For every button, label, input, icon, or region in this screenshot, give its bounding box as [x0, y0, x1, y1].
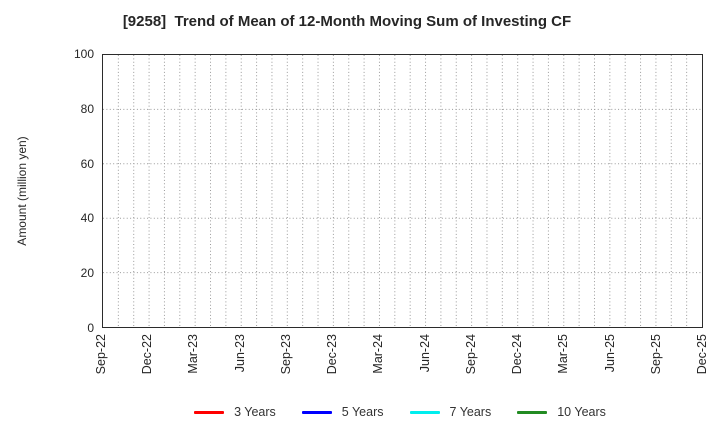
legend-line-swatch-10-years: [517, 410, 548, 414]
legend-item-7-years: 7 Years: [409, 404, 492, 420]
x-tick-label: Jun-24: [417, 334, 432, 373]
legend-label-3-years: 3 Years: [234, 405, 276, 419]
legend-line-swatch-7-years: [409, 410, 440, 414]
x-tick-label: Dec-22: [140, 334, 155, 375]
y-tick-label: 40: [80, 211, 94, 226]
legend-line-swatch-5-years: [301, 410, 332, 414]
x-tick-label: Jun-23: [232, 334, 247, 373]
chart-title: [9258] Trend of Mean of 12-Month Moving …: [122, 13, 572, 30]
x-tick-label: Dec-24: [510, 334, 525, 375]
y-tick-label: 60: [80, 156, 94, 171]
plot-area: [102, 54, 703, 328]
legend-item-5-years: 5 Years: [301, 404, 384, 420]
x-tick-label: Dec-25: [695, 334, 709, 375]
y-tick-label: 20: [80, 266, 94, 281]
y-tick-label: 0: [87, 321, 94, 335]
legend-item-3-years: 3 Years: [194, 404, 276, 420]
y-tick-label: 80: [80, 101, 94, 116]
legend-label-7-years: 7 Years: [449, 405, 492, 419]
grid-svg: [103, 55, 702, 327]
x-tick-label: Mar-25: [556, 334, 571, 374]
x-tick-label: Sep-23: [278, 334, 293, 375]
legend-item-10-years: 10 Years: [517, 404, 606, 420]
x-tick-label: Mar-23: [186, 334, 201, 374]
x-tick-label: Jun-25: [602, 334, 617, 373]
x-tick-label: Mar-24: [371, 334, 386, 374]
legend-label-5-years: 5 Years: [341, 405, 384, 419]
legend-line-swatch-3-years: [194, 410, 225, 414]
legend: 3 Years 5 Years 7 Years 10 Years: [80, 404, 720, 420]
x-tick-label: Sep-25: [648, 334, 663, 375]
x-tick-label: Dec-23: [325, 334, 340, 375]
x-tick-label: Sep-22: [94, 334, 108, 375]
legend-label-10-years: 10 Years: [557, 405, 606, 419]
x-tick-label: Sep-24: [463, 334, 478, 375]
y-axis-label: Amount (million yen): [15, 136, 29, 246]
y-tick-label: 100: [73, 47, 94, 61]
